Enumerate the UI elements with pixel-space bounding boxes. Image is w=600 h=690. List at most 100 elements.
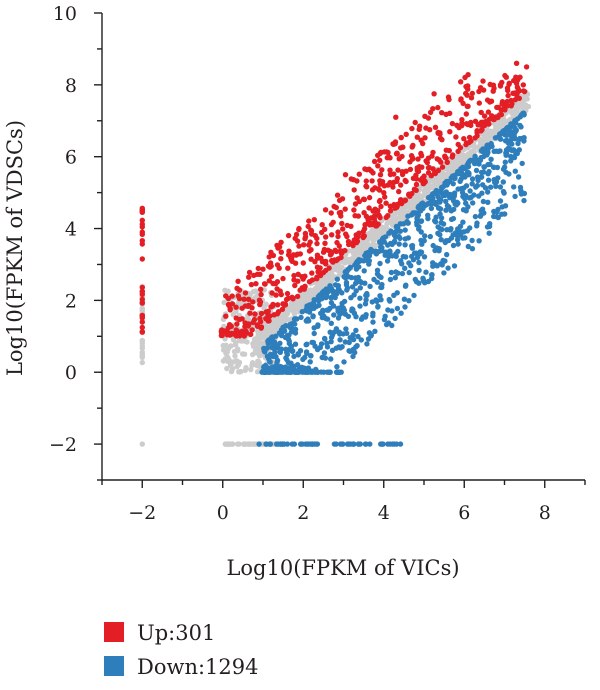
point-down	[360, 314, 366, 320]
point-up	[323, 234, 329, 240]
point-up	[463, 111, 469, 117]
point-down	[450, 215, 457, 222]
point-down	[291, 368, 298, 374]
point-up	[444, 159, 450, 165]
point-down	[357, 441, 363, 447]
point-down	[480, 169, 487, 175]
point-up	[226, 302, 232, 308]
point-up	[245, 302, 252, 308]
point-down	[481, 149, 488, 155]
point-up	[515, 86, 521, 93]
axes-layer: −2 0 2 4 6 8 −2 0 2 4 6 8 10	[49, 3, 586, 524]
point-down	[518, 188, 524, 194]
point-up	[270, 252, 277, 259]
point-up	[305, 223, 311, 230]
point-up	[430, 149, 436, 156]
point-down	[514, 116, 521, 122]
point-up	[344, 233, 350, 240]
point-up	[456, 124, 462, 131]
point-down	[438, 237, 444, 243]
point-up	[329, 232, 335, 238]
point-down	[460, 207, 467, 213]
point-unchanged	[232, 353, 238, 359]
point-down	[443, 198, 449, 204]
point-up	[285, 265, 291, 271]
point-down	[402, 242, 408, 248]
point-down	[418, 237, 424, 244]
point-up	[373, 208, 380, 214]
point-up	[460, 100, 466, 107]
point-down	[463, 193, 469, 199]
point-down	[443, 207, 449, 213]
point-down	[418, 249, 425, 255]
point-up	[432, 169, 438, 175]
point-up	[219, 327, 225, 333]
point-up	[393, 151, 400, 157]
point-up	[497, 82, 504, 88]
point-down	[361, 268, 367, 274]
point-unchanged	[410, 197, 416, 203]
point-up	[329, 257, 335, 264]
point-down	[339, 344, 345, 350]
point-down	[463, 200, 469, 206]
point-up	[497, 112, 503, 118]
point-up	[378, 149, 384, 156]
point-up	[139, 217, 145, 223]
point-down	[492, 135, 499, 141]
point-up	[288, 255, 294, 261]
point-down	[309, 339, 315, 346]
point-down	[457, 223, 464, 229]
point-up	[279, 306, 286, 312]
point-up	[233, 304, 239, 310]
point-unchanged	[478, 139, 484, 145]
point-up	[325, 247, 331, 253]
point-down	[370, 313, 376, 319]
point-down	[402, 304, 408, 310]
point-down	[328, 339, 334, 345]
point-down	[368, 249, 374, 255]
legend-label-down: Down:1294	[137, 655, 259, 679]
point-up	[458, 96, 464, 102]
point-up	[265, 318, 271, 324]
point-down	[366, 261, 372, 267]
point-up	[423, 125, 429, 131]
point-up	[312, 233, 318, 239]
point-up	[322, 207, 329, 213]
point-down	[399, 261, 405, 267]
point-down	[263, 441, 269, 447]
point-up	[295, 271, 301, 277]
point-down	[284, 351, 291, 358]
point-unchanged	[304, 293, 310, 299]
point-up	[345, 238, 352, 245]
point-up	[487, 81, 493, 88]
point-down	[451, 206, 457, 213]
point-down	[367, 441, 373, 447]
point-down	[455, 169, 461, 175]
point-up	[377, 181, 383, 187]
point-up	[520, 82, 526, 88]
point-down	[284, 334, 290, 341]
point-down	[467, 188, 473, 194]
point-down	[394, 290, 400, 296]
point-up	[371, 215, 377, 222]
point-down	[302, 441, 309, 447]
point-up	[336, 197, 343, 204]
point-up	[247, 310, 253, 316]
point-down	[412, 276, 418, 283]
point-up	[306, 218, 312, 224]
point-up	[254, 323, 261, 329]
point-up	[464, 92, 470, 98]
point-down	[342, 339, 349, 345]
point-down	[379, 441, 385, 447]
point-down	[437, 211, 443, 217]
point-down	[324, 340, 330, 347]
point-up	[242, 290, 249, 296]
point-up	[139, 224, 145, 230]
point-unchanged	[415, 191, 422, 198]
point-down	[323, 294, 329, 301]
point-up	[364, 184, 370, 190]
point-up	[225, 295, 232, 302]
point-up	[339, 250, 345, 256]
point-up	[351, 187, 357, 193]
point-down	[497, 148, 503, 154]
